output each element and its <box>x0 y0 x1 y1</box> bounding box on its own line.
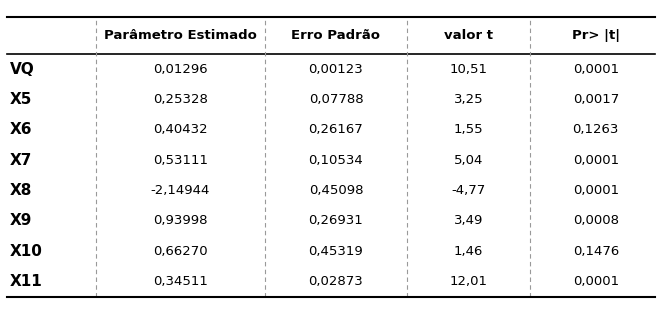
Text: 0,34511: 0,34511 <box>153 275 208 288</box>
Text: -2,14944: -2,14944 <box>151 184 210 197</box>
Text: 0,40432: 0,40432 <box>153 123 208 136</box>
Text: VQ: VQ <box>10 62 34 77</box>
Text: X6: X6 <box>10 122 32 138</box>
Text: X9: X9 <box>10 213 32 228</box>
Text: Pr> |t|: Pr> |t| <box>572 29 620 42</box>
Text: 0,0017: 0,0017 <box>573 93 619 106</box>
Text: X7: X7 <box>10 153 32 168</box>
Text: -4,77: -4,77 <box>451 184 485 197</box>
Text: 0,01296: 0,01296 <box>153 63 208 76</box>
Text: 0,93998: 0,93998 <box>153 214 208 227</box>
Text: 12,01: 12,01 <box>449 275 487 288</box>
Text: X8: X8 <box>10 183 32 198</box>
Text: 10,51: 10,51 <box>449 63 487 76</box>
Text: valor t: valor t <box>444 29 493 42</box>
Text: 0,66270: 0,66270 <box>153 245 208 258</box>
Text: 0,53111: 0,53111 <box>153 154 208 167</box>
Text: 0,26931: 0,26931 <box>308 214 363 227</box>
Text: 0,45319: 0,45319 <box>308 245 363 258</box>
Text: 3,49: 3,49 <box>453 214 483 227</box>
Text: 1,46: 1,46 <box>453 245 483 258</box>
Text: 0,0008: 0,0008 <box>573 214 619 227</box>
Text: 3,25: 3,25 <box>453 93 483 106</box>
Text: X10: X10 <box>10 244 43 259</box>
Text: 0,02873: 0,02873 <box>308 275 363 288</box>
Text: 0,26167: 0,26167 <box>308 123 363 136</box>
Text: 0,0001: 0,0001 <box>573 63 619 76</box>
Text: 0,0001: 0,0001 <box>573 154 619 167</box>
Text: 0,25328: 0,25328 <box>153 93 208 106</box>
Text: 0,0001: 0,0001 <box>573 184 619 197</box>
Text: 0,07788: 0,07788 <box>308 93 363 106</box>
Text: X11: X11 <box>10 274 42 289</box>
Text: 0,10534: 0,10534 <box>308 154 363 167</box>
Text: 0,00123: 0,00123 <box>308 63 363 76</box>
Text: 0,1263: 0,1263 <box>573 123 619 136</box>
Text: 5,04: 5,04 <box>453 154 483 167</box>
Text: 0,45098: 0,45098 <box>308 184 363 197</box>
Text: 1,55: 1,55 <box>453 123 483 136</box>
Text: 0,1476: 0,1476 <box>573 245 619 258</box>
Text: Erro Padrão: Erro Padrão <box>291 29 381 42</box>
Text: X5: X5 <box>10 92 32 107</box>
Text: Parâmetro Estimado: Parâmetro Estimado <box>104 29 257 42</box>
Text: 0,0001: 0,0001 <box>573 275 619 288</box>
